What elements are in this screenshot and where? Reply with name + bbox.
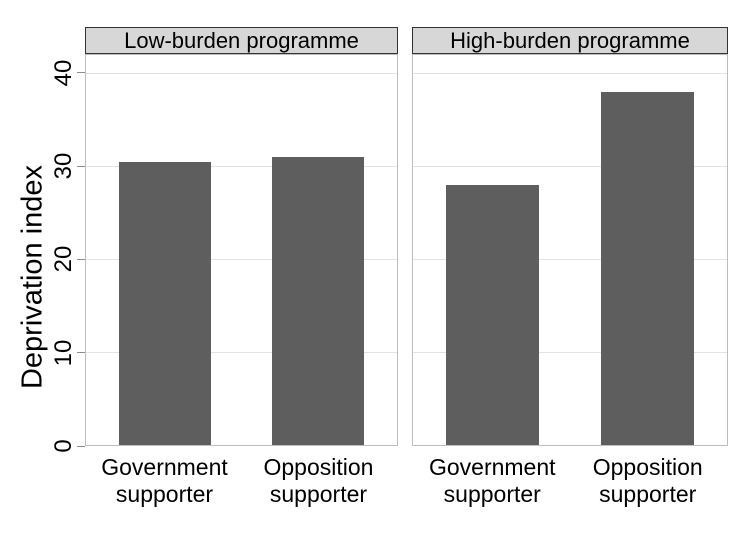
strip-label-high-burden: High-burden programme [450, 27, 690, 53]
y-tick-mark [77, 445, 85, 447]
x-category-label-government-supporter: Government supporter [101, 454, 228, 507]
bar-opposition-supporter [600, 92, 694, 445]
strip-low-burden: Low-burden programme [85, 27, 398, 54]
y-tick-label: 20 [50, 245, 77, 273]
x-category-label-opposition-supporter: Opposition supporter [592, 454, 703, 507]
strip-label-low-burden: Low-burden programme [124, 27, 359, 53]
plot-area-high-burden [412, 54, 728, 446]
bar-government-supporter [118, 161, 212, 445]
gridline [413, 351, 727, 353]
gridline [413, 165, 727, 167]
x-category-label-government-supporter: Government supporter [428, 454, 556, 507]
gridline [86, 351, 397, 353]
y-axis: 0 10 20 30 40 [0, 0, 85, 549]
x-category-label-opposition-supporter: Opposition supporter [263, 454, 374, 507]
plot-area-low-burden [85, 54, 398, 446]
y-tick-mark [77, 72, 85, 74]
strip-high-burden: High-burden programme [412, 27, 728, 54]
panel-high-burden: High-burden programme Government support… [412, 27, 728, 507]
gridline [413, 258, 727, 260]
y-tick-mark [77, 258, 85, 260]
x-axis-labels-high-burden: Government supporter Opposition supporter [412, 452, 728, 514]
y-tick-label: 40 [50, 59, 77, 87]
gridline [86, 73, 397, 75]
x-axis-labels-low-burden: Government supporter Opposition supporter [85, 452, 398, 514]
panel-low-burden: Low-burden programme Government supporte… [85, 27, 398, 507]
gridline [86, 258, 397, 260]
y-tick-mark [77, 352, 85, 354]
bar-government-supporter [446, 185, 540, 445]
y-tick-label: 0 [50, 439, 77, 453]
gridline [86, 165, 397, 167]
bar-opposition-supporter [271, 157, 365, 445]
gridline [413, 73, 727, 75]
y-tick-mark [77, 165, 85, 167]
y-tick-label: 10 [50, 339, 77, 367]
y-tick-label: 30 [50, 152, 77, 180]
